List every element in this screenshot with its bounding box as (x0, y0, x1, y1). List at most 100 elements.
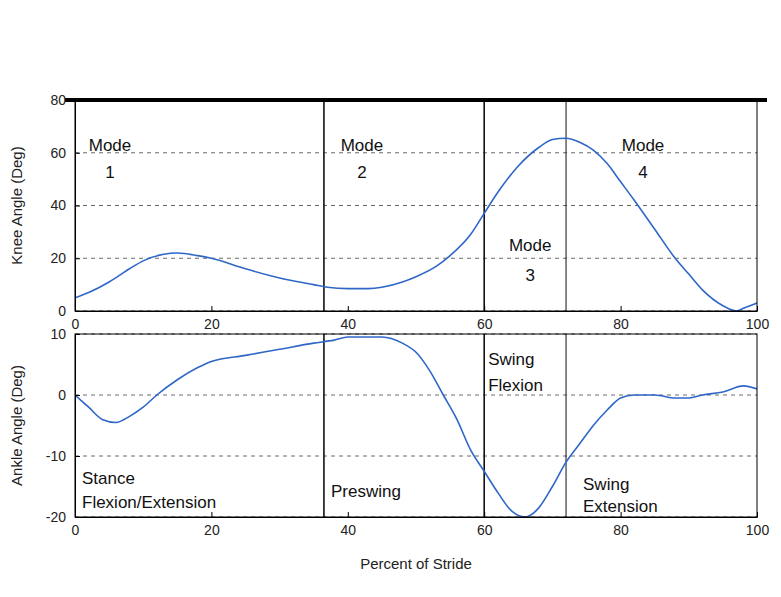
y-tick-mark (75, 100, 80, 101)
y-tick-mark (75, 153, 80, 154)
y-axis-title: Knee Angle (Deg) (8, 146, 25, 264)
x-tick: 60 (477, 306, 493, 332)
x-tick-label: 0 (72, 316, 80, 332)
x-tick: 100 (746, 512, 770, 538)
y-axis: -20 -10 0 10 (46, 326, 80, 525)
x-tick-mark (211, 306, 212, 311)
plot-frame (75, 334, 757, 517)
x-tick-mark (621, 306, 622, 311)
x-tick: 60 (477, 512, 493, 538)
y-tick: 80 (50, 92, 80, 108)
grid (75, 334, 757, 517)
annotations: StanceFlexion/Extension Preswing SwingFlex… (82, 350, 658, 516)
x-tick-label: 40 (341, 522, 357, 538)
y-tick-mark (75, 311, 80, 312)
y-tick-label: -10 (46, 448, 66, 464)
x-tick-mark (757, 306, 758, 311)
y-tick-label: 0 (58, 303, 66, 319)
y-tick-mark (75, 334, 80, 335)
y-axis: 0 20 40 60 80 (50, 92, 80, 319)
x-tick-label: 80 (613, 522, 629, 538)
annotation: Mode4 (622, 136, 665, 182)
x-tick-label: 0 (72, 522, 80, 538)
y-axis-title: Ankle Angle (Deg) (8, 365, 25, 486)
y-tick-label: 80 (50, 92, 66, 108)
annotation: StanceFlexion/Extension (82, 469, 216, 512)
data-line (75, 337, 757, 517)
x-axis-line (76, 311, 758, 312)
x-tick-mark (484, 306, 485, 311)
y-tick: 20 (50, 250, 80, 266)
boundaries (324, 100, 566, 311)
x-tick-label: 100 (746, 522, 770, 538)
y-tick-label: 10 (50, 326, 66, 342)
y-tick-label: -20 (46, 509, 66, 525)
x-tick: 40 (341, 306, 357, 332)
grid-line (75, 258, 757, 259)
y-tick-mark (75, 395, 80, 396)
x-tick-mark (211, 512, 212, 517)
annotation: SwingExtension (583, 475, 658, 516)
y-tick-label: 40 (50, 197, 66, 213)
x-tick: 80 (613, 306, 629, 332)
grid-line (75, 456, 757, 457)
x-tick-label: 100 (746, 316, 770, 332)
x-tick-label: 60 (477, 522, 493, 538)
y-tick: -20 (46, 509, 80, 525)
y-tick-label: 20 (50, 250, 66, 266)
y-tick-mark (75, 206, 80, 207)
annotation: SwingFlexion (488, 350, 543, 395)
plot-marks (75, 337, 757, 517)
y-tick: 60 (50, 145, 80, 161)
y-tick: -10 (46, 448, 80, 464)
annotation: Mode1 (89, 136, 132, 182)
ground-line (65, 98, 767, 102)
x-tick-mark (348, 512, 349, 517)
x-tick: 100 (746, 306, 770, 332)
x-tick: 20 (204, 306, 220, 332)
grid-line (75, 205, 757, 206)
y-tick-mark (75, 517, 80, 518)
grid (75, 100, 757, 311)
y-tick-mark (75, 456, 80, 457)
phase-boundary (483, 100, 485, 311)
phase-boundary (483, 334, 485, 517)
x-tick-label: 80 (613, 316, 629, 332)
x-tick-mark (484, 512, 485, 517)
y-tick-mark (75, 258, 80, 259)
x-tick-label: 20 (204, 316, 220, 332)
data-line (75, 138, 757, 311)
annotation: Preswing (331, 482, 401, 501)
x-tick-mark (348, 306, 349, 311)
y-tick: 0 (58, 303, 80, 319)
annotations: Mode1 Mode2 Mode3 Mode4 (89, 136, 665, 285)
plot-marks (75, 138, 757, 311)
x-axis-title: Percent of Stride (360, 555, 472, 572)
y-tick-label: 60 (50, 145, 66, 161)
phase-boundary (323, 100, 325, 311)
phase-boundary (566, 100, 567, 311)
panel-1: 0 20 40 60 80 100 -20 -10 0 10 Ankle Angle (Deg) Pe… (8, 326, 769, 572)
y-tick: 10 (50, 326, 80, 342)
y-axis-line (75, 335, 76, 518)
y-tick-label: 0 (58, 387, 66, 403)
chart-root: 020406080100020406080Knee Angle (Deg)Mod… (0, 0, 781, 597)
x-tick: 40 (341, 512, 357, 538)
x-tick-label: 20 (204, 522, 220, 538)
phase-boundary (566, 334, 567, 517)
panel-0: 0 20 40 60 80 100 0 20 40 60 80 Knee Angle (Deg) Mod… (8, 92, 769, 332)
annotation: Mode3 (509, 236, 552, 285)
x-axis-line (76, 517, 758, 518)
plot-frame (75, 100, 757, 311)
y-tick: 0 (58, 387, 80, 403)
x-tick-label: 40 (341, 316, 357, 332)
boundaries (324, 334, 566, 517)
y-tick: 40 (50, 197, 80, 213)
x-tick-label: 60 (477, 316, 493, 332)
annotation: Mode2 (341, 136, 384, 182)
phase-boundary (323, 334, 325, 517)
x-tick-mark (757, 512, 758, 517)
x-axis: 0 20 40 60 80 100 (72, 306, 770, 332)
x-tick: 20 (204, 512, 220, 538)
x-axis: 0 20 40 60 80 100 (72, 512, 770, 538)
